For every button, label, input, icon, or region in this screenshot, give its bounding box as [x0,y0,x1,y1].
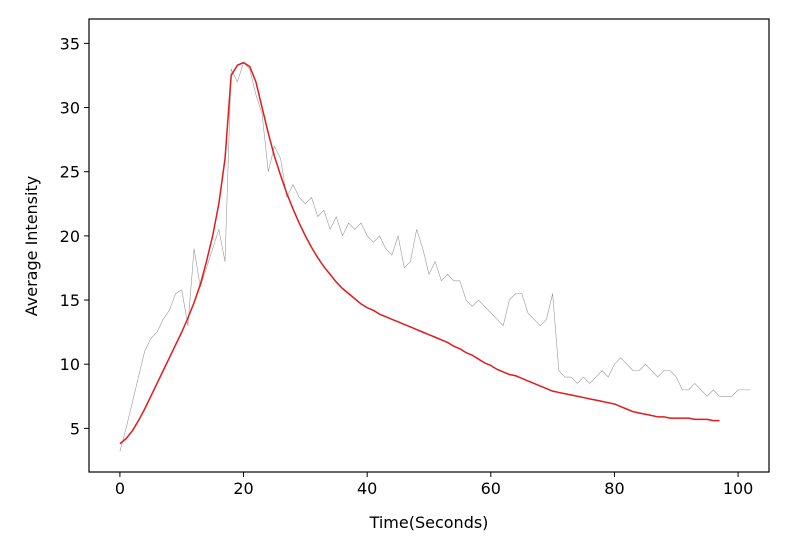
series-line [119,61,720,445]
x-tick-label: 20 [233,479,253,498]
x-tick-label: 0 [115,479,125,498]
x-tick-label: 100 [723,479,754,498]
y-axis-label: Average Intensity [22,176,41,316]
x-axis-label: Time(Seconds) [369,513,489,532]
y-tick-label: 15 [60,291,80,310]
y-tick-label: 35 [60,34,80,53]
y-tick-label: 10 [60,355,80,374]
y-tick-label: 20 [60,227,80,246]
plot-frame [88,18,770,473]
series-line [119,62,751,452]
x-tick-label: 60 [481,479,501,498]
x-tick-label: 40 [357,479,377,498]
y-tick-label: 30 [60,99,80,118]
x-tick-label: 80 [604,479,624,498]
y-tick-label: 25 [60,163,80,182]
y-tick-label: 5 [70,419,80,438]
